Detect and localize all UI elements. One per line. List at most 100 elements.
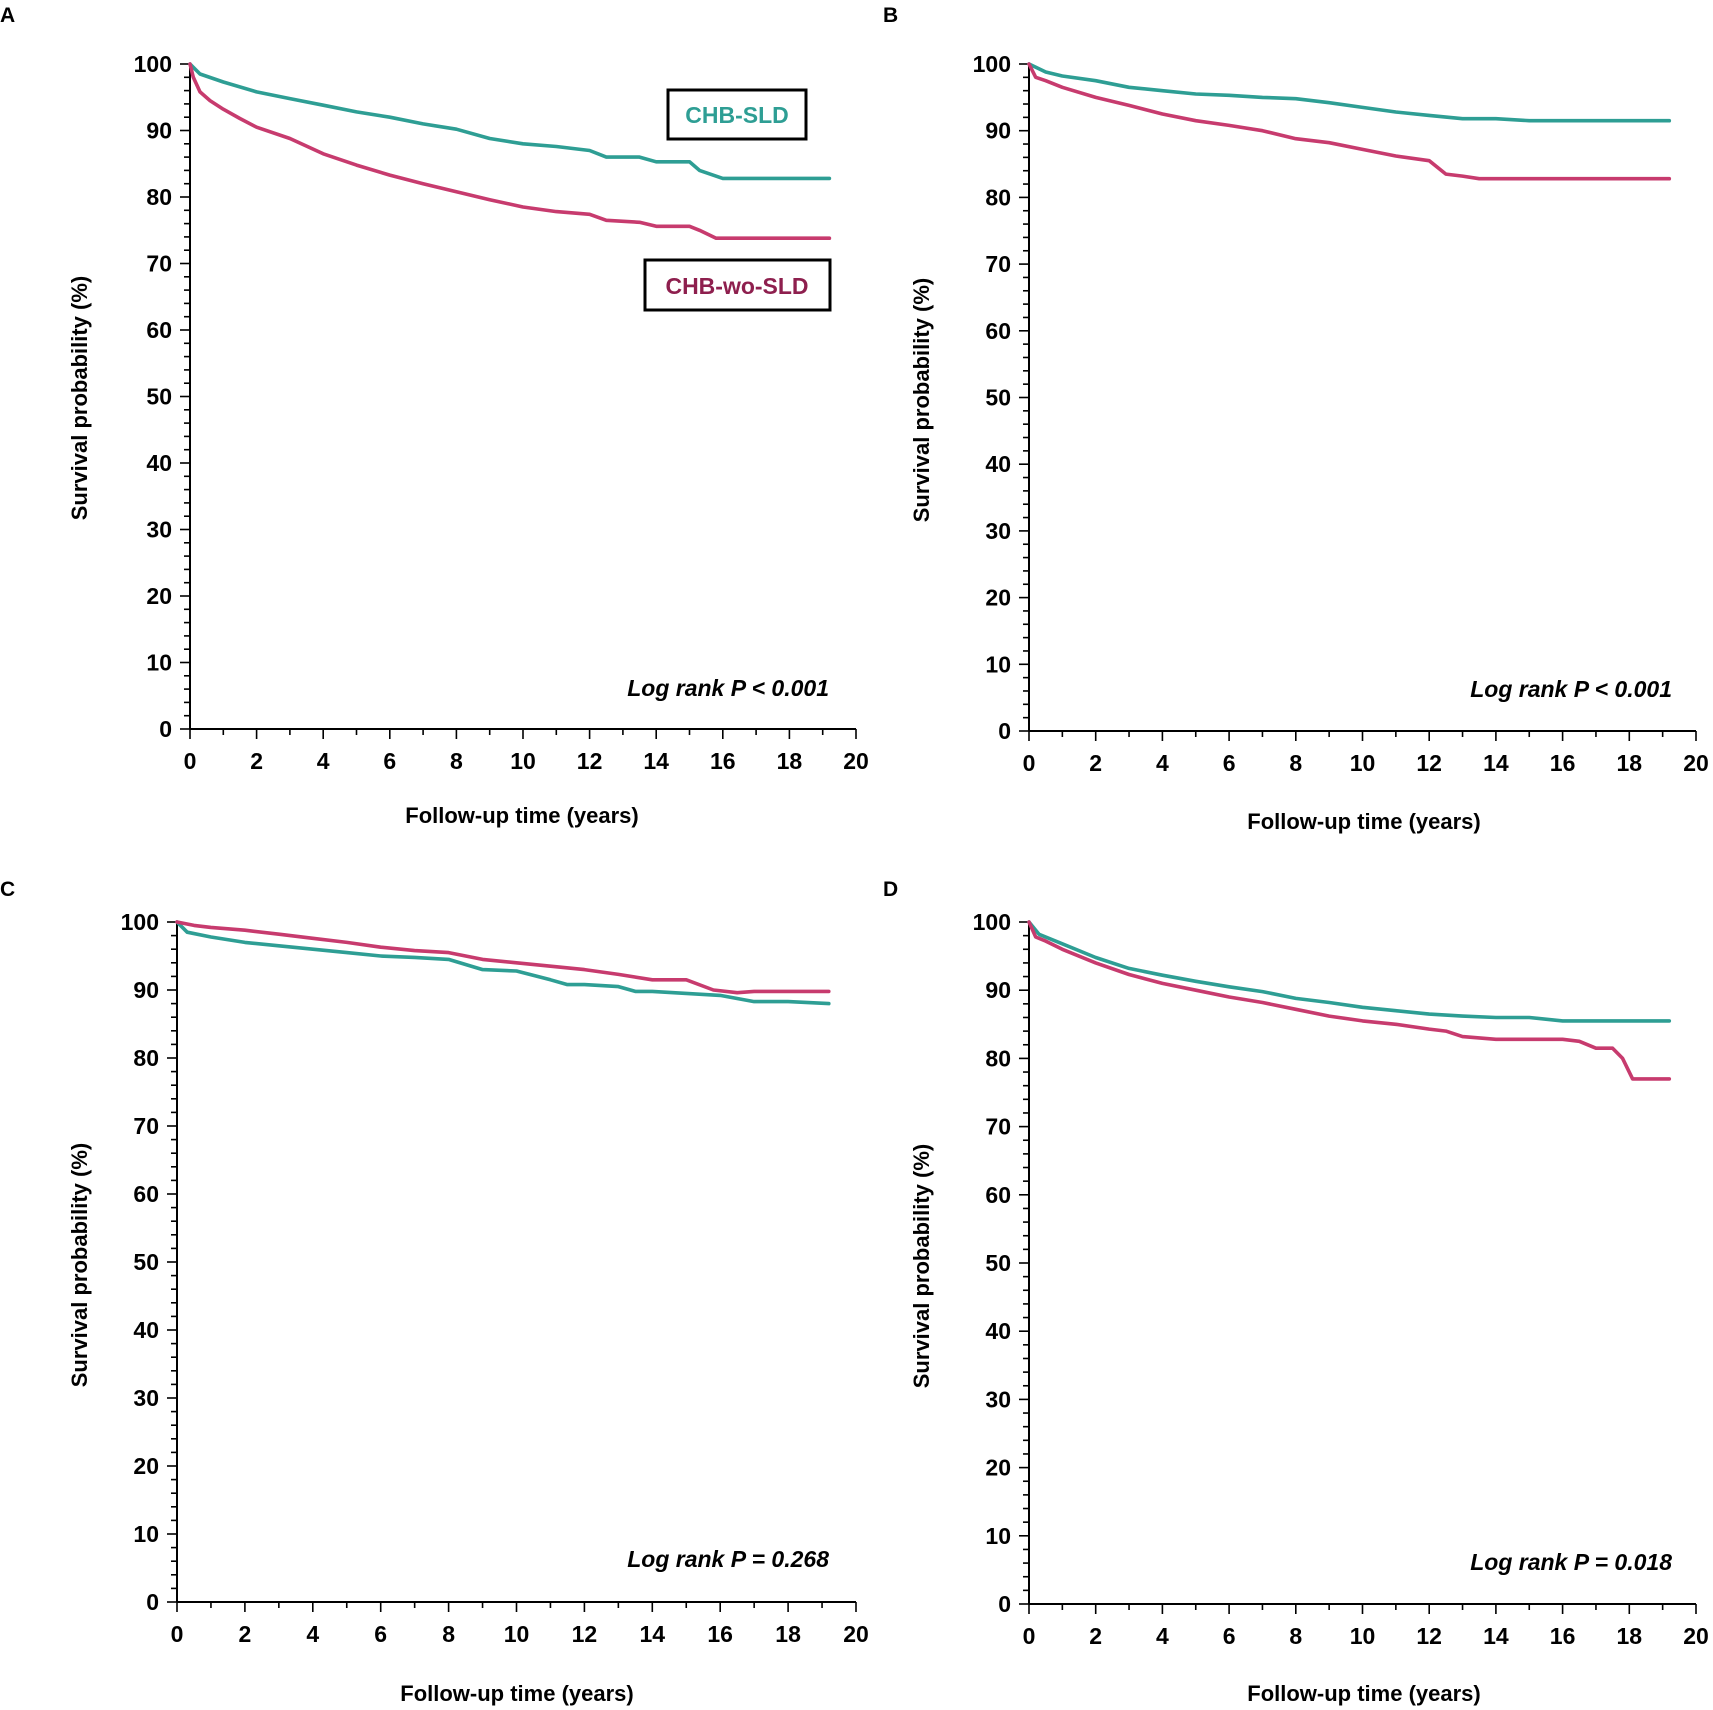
panel-c-xlabel: Follow-up time (years)	[400, 1681, 633, 1706]
panel-a-y-tick-label: 90	[146, 118, 172, 144]
panel-d-logrank: Log rank P = 0.018	[1470, 1549, 1672, 1575]
panel-d-x-tick-label: 0	[1023, 1623, 1036, 1649]
panel-d-curves	[1027, 920, 1672, 1081]
panel-a-y-tick-label: 60	[146, 317, 172, 343]
legend-slD: CHB-SLD	[666, 88, 808, 141]
panel-a-curve-slD	[188, 62, 832, 181]
panel-c-y-tick-label: 100	[121, 909, 159, 935]
panel-a-x-tick-label: 0	[184, 748, 197, 774]
panel-b-x-tick-label: 10	[1350, 750, 1376, 776]
panel-d-curve-woSLD	[1027, 920, 1672, 1081]
panel-a-y-tick-label: 10	[146, 650, 172, 676]
panel-c-curve-slD	[175, 920, 831, 1006]
panel-b-x-tick-label: 0	[1023, 750, 1036, 776]
panel-c-y-tick-label: 60	[133, 1181, 159, 1207]
panel-a-x-tick-label: 14	[643, 748, 669, 774]
panel-b-y-tick-label: 0	[998, 718, 1011, 744]
panel-c-y-tick-label: 30	[133, 1385, 159, 1411]
legend-woSLD-label: CHB-wo-SLD	[665, 273, 808, 299]
panel-c-y-tick-label: 20	[133, 1453, 159, 1479]
panel-a: A 0 10 20 30 40 50 60 70 80 90 100 0 2 4 6 8 10 12 14 16 18 2…	[0, 4, 869, 828]
panel-c-logrank: Log rank P = 0.268	[627, 1546, 829, 1572]
panel-b-x-tick-label: 4	[1156, 750, 1169, 776]
panel-d-y-tick-label: 30	[985, 1386, 1011, 1412]
panel-c-x-tick-label: 8	[442, 1621, 455, 1647]
panel-a-ticks: 0 10 20 30 40 50 60 70 80 90 100 0 2 4 6 8 10 12 14 16 18 20	[134, 51, 869, 774]
panel-d-ticks: 0 10 20 30 40 50 60 70 80 90 100 0 2 4 6 8 10 12 14 16 18 20	[973, 909, 1709, 1649]
panel-a-curve-woSLD	[188, 62, 832, 240]
panel-b-x-tick-label: 14	[1483, 750, 1509, 776]
panel-c-y-tick-label: 0	[146, 1589, 159, 1615]
panel-b-x-tick-label: 12	[1416, 750, 1442, 776]
panel-b-curve-woSLD	[1027, 62, 1672, 181]
panel-b-y-tick-label: 30	[985, 518, 1011, 544]
panel-a-x-tick-label: 6	[383, 748, 396, 774]
panel-b-x-tick-label: 2	[1089, 750, 1102, 776]
panel-a-letter: A	[0, 4, 15, 27]
panel-b-y-tick-label: 70	[985, 251, 1011, 277]
panel-b-curve-slD	[1027, 62, 1672, 123]
panel-b-y-tick-label: 40	[985, 451, 1011, 477]
panel-b-y-tick-label: 80	[985, 184, 1011, 210]
panel-c-y-tick-label: 80	[133, 1045, 159, 1071]
panel-d-curve-slD	[1027, 920, 1672, 1023]
legend-woSLD: CHB-wo-SLD	[643, 258, 832, 312]
panel-a-ylabel: Survival probability (%)	[67, 276, 92, 521]
legend-woSLD-box	[643, 258, 832, 312]
panel-b-xlabel: Follow-up time (years)	[1247, 809, 1480, 834]
panel-d-y-tick-label: 60	[985, 1182, 1011, 1208]
panel-b: B 0 10 20 30 40 50 60 70 80 90 100 0 2 4 6 8 10 12 14 16 18 2…	[883, 4, 1709, 834]
panel-a-x-tick-label: 12	[577, 748, 603, 774]
panel-d-y-tick-label: 80	[985, 1045, 1011, 1071]
panel-a-y-tick-label: 80	[146, 184, 172, 210]
panel-d-ylabel: Survival probability (%)	[909, 1144, 934, 1389]
panel-c: C 0 10 20 30 40 50 60 70 80 90 100 0 2 4 6 8 10 12 14 16 18 2…	[0, 878, 869, 1706]
panel-c-x-tick-label: 14	[640, 1621, 666, 1647]
panel-d-x-tick-label: 12	[1416, 1623, 1442, 1649]
panel-d-x-tick-label: 20	[1683, 1623, 1709, 1649]
panel-c-ticks: 0 10 20 30 40 50 60 70 80 90 100 0 2 4 6 8 10 12 14 16 18 20	[121, 909, 869, 1647]
panel-c-x-tick-label: 12	[572, 1621, 598, 1647]
panel-a-xlabel: Follow-up time (years)	[405, 803, 638, 828]
panel-c-x-tick-label: 6	[374, 1621, 387, 1647]
panel-d-x-tick-label: 2	[1089, 1623, 1102, 1649]
panel-b-y-tick-label: 60	[985, 318, 1011, 344]
panel-d-x-tick-label: 6	[1223, 1623, 1236, 1649]
panel-c-x-tick-label: 20	[843, 1621, 869, 1647]
panel-d-x-tick-label: 14	[1483, 1623, 1509, 1649]
panel-c-x-tick-label: 0	[171, 1621, 184, 1647]
panel-b-y-tick-label: 50	[985, 385, 1011, 411]
panel-a-x-tick-label: 2	[250, 748, 263, 774]
panel-c-x-tick-label: 4	[306, 1621, 319, 1647]
panel-d-y-tick-label: 0	[998, 1591, 1011, 1617]
panel-a-y-tick-label: 40	[146, 450, 172, 476]
panel-a-x-tick-label: 20	[843, 748, 869, 774]
panel-a-y-tick-label: 50	[146, 384, 172, 410]
panel-c-y-tick-label: 40	[133, 1317, 159, 1343]
panel-b-curves	[1027, 62, 1672, 181]
panel-c-y-tick-label: 70	[133, 1113, 159, 1139]
panel-d-xlabel: Follow-up time (years)	[1247, 1681, 1480, 1706]
panel-c-y-tick-label: 50	[133, 1249, 159, 1275]
panel-c-ylabel: Survival probability (%)	[67, 1143, 92, 1388]
panel-c-letter: C	[0, 878, 15, 901]
panel-b-y-tick-label: 20	[985, 585, 1011, 611]
panel-c-x-tick-label: 10	[504, 1621, 530, 1647]
panel-a-y-tick-label: 30	[146, 517, 172, 543]
panel-a-curves	[188, 62, 832, 240]
panel-a-logrank: Log rank P < 0.001	[627, 675, 829, 701]
panel-a-y-tick-label: 100	[134, 51, 172, 77]
panel-c-x-tick-label: 18	[775, 1621, 801, 1647]
panel-d-x-tick-label: 18	[1617, 1623, 1643, 1649]
panel-b-letter: B	[883, 4, 898, 27]
panel-b-y-tick-label: 100	[973, 51, 1011, 77]
panel-b-x-tick-label: 6	[1223, 750, 1236, 776]
panel-b-ylabel: Survival probability (%)	[909, 278, 934, 523]
panel-b-y-tick-label: 90	[985, 118, 1011, 144]
panel-a-y-tick-label: 0	[159, 716, 172, 742]
panel-d-x-tick-label: 16	[1550, 1623, 1576, 1649]
panel-d-y-tick-label: 70	[985, 1114, 1011, 1140]
panel-b-x-tick-label: 16	[1550, 750, 1576, 776]
panel-d-y-tick-label: 90	[985, 977, 1011, 1003]
panel-b-x-tick-label: 20	[1683, 750, 1709, 776]
